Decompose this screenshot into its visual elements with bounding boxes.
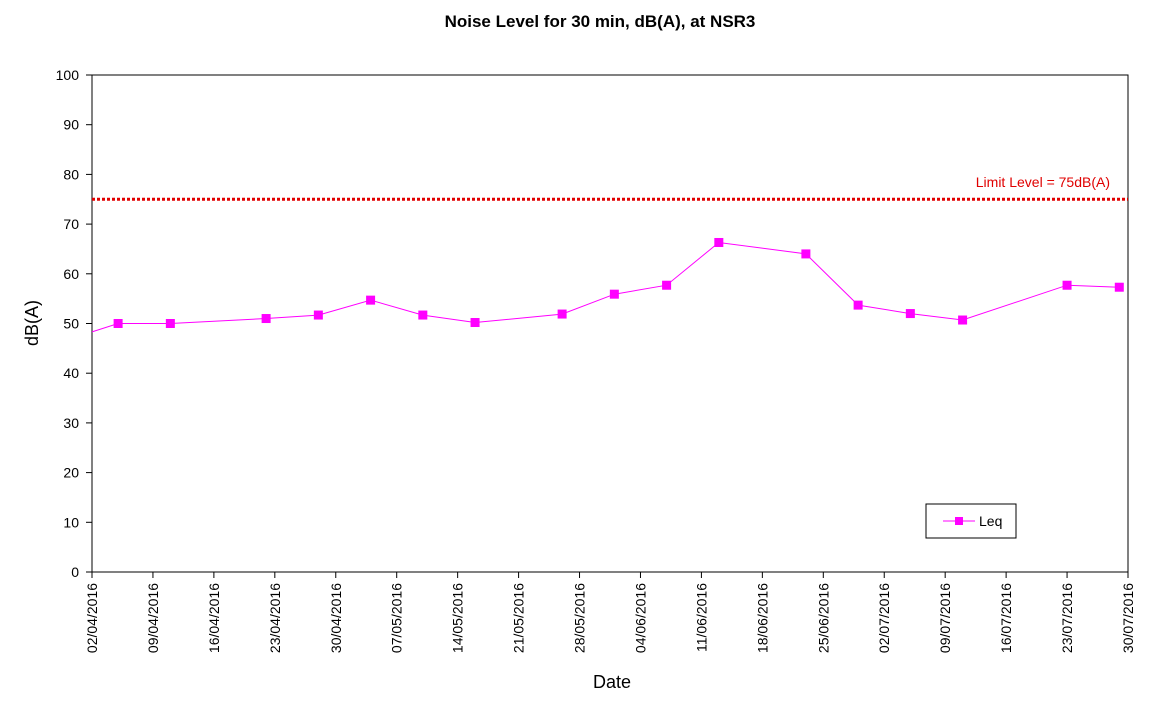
data-point <box>958 315 968 325</box>
series-group <box>91 237 1124 333</box>
y-tick-label: 70 <box>63 216 79 232</box>
data-point <box>853 300 863 310</box>
data-point <box>470 318 480 328</box>
y-tick-label: 20 <box>63 465 79 481</box>
data-point <box>1062 280 1072 290</box>
limit-level-label: Limit Level = 75dB(A) <box>976 174 1110 190</box>
y-tick-label: 0 <box>71 564 79 580</box>
series-line-leq <box>91 241 1120 333</box>
x-tick-label: 02/07/2016 <box>876 583 892 653</box>
data-point <box>801 249 811 259</box>
data-point <box>418 310 428 320</box>
y-tick-label: 10 <box>63 514 79 530</box>
data-point <box>113 319 123 328</box>
y-tick-label: 100 <box>56 67 80 83</box>
y-tick-label: 40 <box>63 365 79 381</box>
data-point <box>662 280 672 290</box>
y-tick-label: 90 <box>63 117 79 133</box>
y-axis-label: dB(A) <box>22 300 42 346</box>
x-tick-label: 30/04/2016 <box>328 583 344 653</box>
y-tick-label: 60 <box>63 266 79 282</box>
x-tick-label: 14/05/2016 <box>450 583 466 653</box>
data-point <box>165 319 175 328</box>
chart-title: Noise Level for 30 min, dB(A), at NSR3 <box>445 12 756 31</box>
data-point <box>905 309 915 319</box>
x-tick-label: 02/04/2016 <box>84 583 100 653</box>
x-tick-label: 23/04/2016 <box>267 583 283 653</box>
x-tick-label: 30/07/2016 <box>1120 583 1136 653</box>
x-tick-label: 11/06/2016 <box>693 583 709 652</box>
data-point <box>557 309 567 319</box>
x-tick-label: 21/05/2016 <box>511 583 527 653</box>
x-axis-label: Date <box>593 672 631 692</box>
data-point <box>261 314 271 324</box>
y-tick-label: 30 <box>63 415 79 431</box>
x-tick-label: 09/04/2016 <box>145 583 161 653</box>
x-tick-label: 07/05/2016 <box>389 583 405 653</box>
x-tick-label: 16/04/2016 <box>206 583 222 653</box>
data-point <box>313 310 323 320</box>
y-tick-label: 80 <box>63 166 79 182</box>
x-tick-label: 09/07/2016 <box>937 583 953 653</box>
data-point <box>366 295 376 305</box>
x-tick-label: 23/07/2016 <box>1059 583 1075 653</box>
legend-marker <box>955 517 963 525</box>
y-axis: 0 10 20 30 40 50 60 70 80 90 100 <box>56 67 92 580</box>
x-tick-label: 28/05/2016 <box>572 583 588 653</box>
y-tick-label: 50 <box>63 316 79 332</box>
data-point <box>1114 282 1124 292</box>
legend-label: Leq <box>979 513 1002 529</box>
legend: Leq <box>925 503 1017 539</box>
x-axis: 02/04/2016 09/04/2016 16/04/2016 23/04/2016… <box>84 572 1136 653</box>
data-point <box>714 237 724 247</box>
plot-area <box>91 74 1129 573</box>
x-tick-label: 04/06/2016 <box>632 583 648 653</box>
x-tick-label: 18/06/2016 <box>754 583 770 653</box>
x-tick-label: 25/06/2016 <box>815 583 831 653</box>
x-tick-label: 16/07/2016 <box>998 583 1014 653</box>
data-point <box>609 289 619 299</box>
